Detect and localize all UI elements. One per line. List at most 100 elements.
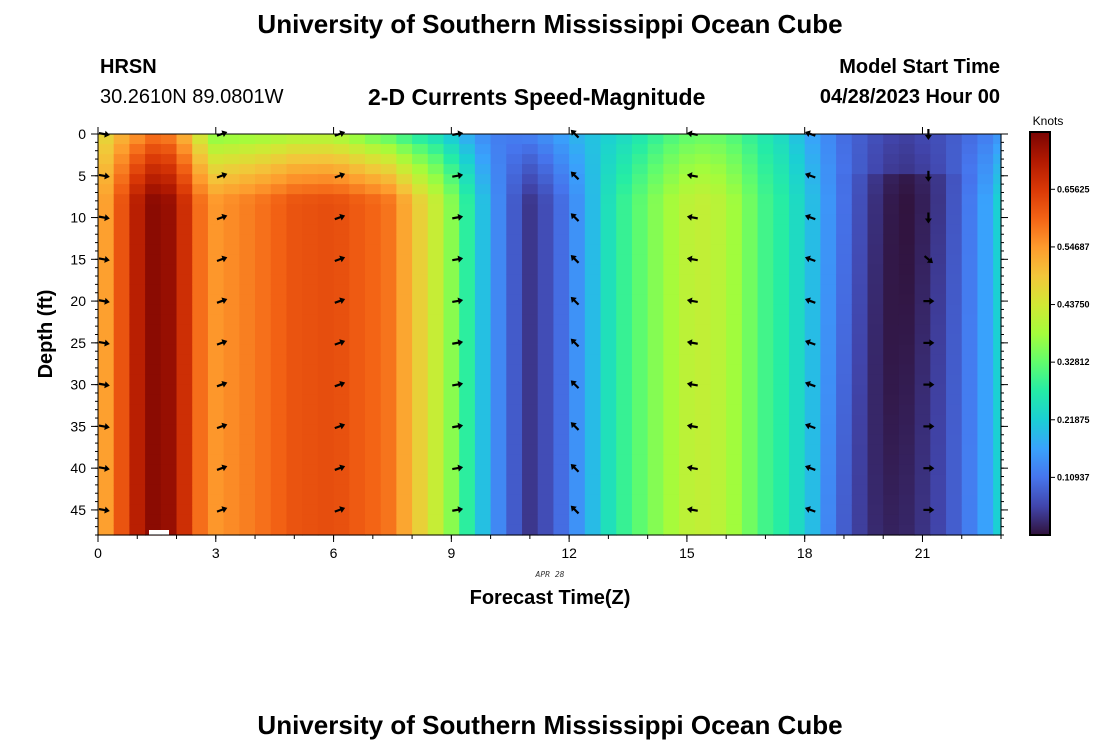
heatmap-cell bbox=[113, 254, 130, 265]
arrow-head bbox=[339, 213, 346, 221]
heatmap-cell bbox=[207, 494, 225, 506]
current-arrow bbox=[334, 213, 346, 221]
heatmap-cell bbox=[773, 514, 790, 526]
heatmap-cell bbox=[788, 364, 806, 376]
current-arrow bbox=[923, 339, 935, 347]
heatmap-cell bbox=[286, 514, 303, 526]
heatmap-cell bbox=[474, 434, 492, 446]
heatmap-cell bbox=[569, 154, 586, 165]
current-arrow bbox=[216, 380, 228, 388]
heatmap-cell bbox=[600, 274, 617, 285]
heatmap-cell bbox=[883, 134, 900, 145]
heatmap-cell bbox=[726, 134, 743, 145]
heatmap-cell bbox=[820, 504, 837, 516]
heatmap-cell bbox=[255, 504, 272, 516]
heatmap-cell bbox=[867, 354, 884, 366]
heatmap-cell bbox=[930, 444, 947, 456]
heatmap-cell bbox=[239, 234, 256, 245]
heatmap-cell bbox=[773, 334, 790, 346]
heatmap-cell bbox=[694, 324, 712, 336]
heatmap-cell bbox=[569, 494, 586, 506]
heatmap-cell bbox=[851, 404, 869, 416]
heatmap-cell bbox=[757, 194, 774, 205]
page-title-bottom: University of Southern Mississippi Ocean… bbox=[257, 710, 843, 740]
heatmap-cell bbox=[129, 384, 146, 396]
heatmap-cell bbox=[694, 184, 712, 195]
heatmap-cell bbox=[490, 494, 507, 506]
heatmap-cell bbox=[851, 204, 869, 215]
heatmap-cell bbox=[223, 314, 240, 326]
heatmap-cell bbox=[631, 314, 649, 326]
heatmap-cell bbox=[317, 224, 335, 235]
heatmap-cell bbox=[333, 314, 350, 326]
heatmap-cell bbox=[867, 334, 884, 346]
heatmap-cell bbox=[647, 174, 664, 185]
heatmap-cell bbox=[490, 234, 507, 245]
arrow-head bbox=[221, 255, 228, 263]
heatmap-cell bbox=[569, 294, 586, 306]
heatmap-cell bbox=[930, 354, 947, 366]
heatmap-cell bbox=[427, 334, 445, 346]
current-arrow bbox=[334, 506, 346, 513]
heatmap-cell bbox=[537, 144, 555, 155]
heatmap-cell bbox=[773, 244, 790, 255]
heatmap-cell bbox=[663, 234, 680, 245]
heatmap-cell bbox=[302, 214, 319, 225]
heatmap-cell bbox=[569, 474, 586, 486]
heatmap-cell bbox=[270, 144, 288, 155]
heatmap-cell bbox=[851, 524, 869, 536]
heatmap-cell bbox=[694, 294, 712, 306]
heatmap-cell bbox=[773, 364, 790, 376]
heatmap-cell bbox=[726, 384, 743, 396]
heatmap-cell bbox=[836, 244, 853, 255]
heatmap-cell bbox=[302, 364, 319, 376]
heatmap-cell bbox=[396, 424, 413, 436]
heatmap-cell bbox=[302, 484, 319, 496]
heatmap-cell bbox=[113, 314, 130, 326]
current-arrow bbox=[686, 506, 698, 514]
heatmap-cell bbox=[584, 284, 602, 295]
heatmap-cell bbox=[427, 344, 445, 356]
heatmap-cell bbox=[98, 204, 115, 215]
heatmap-cell bbox=[773, 504, 790, 516]
heatmap-cell bbox=[364, 354, 382, 366]
heatmap-cell bbox=[192, 394, 209, 406]
heatmap-cell bbox=[867, 164, 884, 175]
heatmap-cell bbox=[961, 454, 979, 466]
current-arrow bbox=[804, 464, 816, 472]
heatmap-cell bbox=[883, 214, 900, 225]
heatmap-cell bbox=[569, 334, 586, 346]
heatmap-cell bbox=[145, 394, 162, 406]
heatmap-cell bbox=[820, 404, 837, 416]
heatmap-cell bbox=[396, 144, 413, 155]
current-arrow bbox=[216, 422, 228, 430]
heatmap-cell bbox=[898, 524, 916, 536]
heatmap-cell bbox=[804, 244, 821, 255]
heatmap-cell bbox=[883, 194, 900, 205]
heatmap-cell bbox=[286, 424, 303, 436]
heatmap-cell bbox=[317, 314, 335, 326]
heatmap-cell bbox=[788, 524, 806, 536]
current-arrow bbox=[570, 338, 580, 348]
heatmap-cell bbox=[459, 514, 476, 526]
current-arrow bbox=[804, 255, 816, 263]
heatmap-cell bbox=[883, 524, 900, 536]
current-arrow bbox=[570, 213, 580, 222]
heatmap-cell bbox=[364, 294, 382, 306]
heatmap-cell bbox=[270, 314, 288, 326]
heatmap-cell bbox=[977, 504, 994, 516]
heatmap-cell bbox=[741, 504, 759, 516]
heatmap-cell bbox=[192, 464, 209, 476]
heatmap-cell bbox=[192, 424, 209, 436]
heatmap-cell bbox=[898, 304, 916, 316]
heatmap-cell bbox=[694, 384, 712, 396]
heatmap-cell bbox=[474, 444, 492, 456]
heatmap-cell bbox=[867, 134, 884, 145]
heatmap-cell bbox=[380, 424, 397, 436]
heatmap-cell bbox=[993, 434, 1002, 446]
heatmap-cell bbox=[207, 144, 225, 155]
heatmap-cell bbox=[961, 444, 979, 456]
heatmap-cell bbox=[694, 514, 712, 526]
heatmap-cell bbox=[914, 234, 931, 245]
heatmap-cell bbox=[851, 264, 869, 275]
